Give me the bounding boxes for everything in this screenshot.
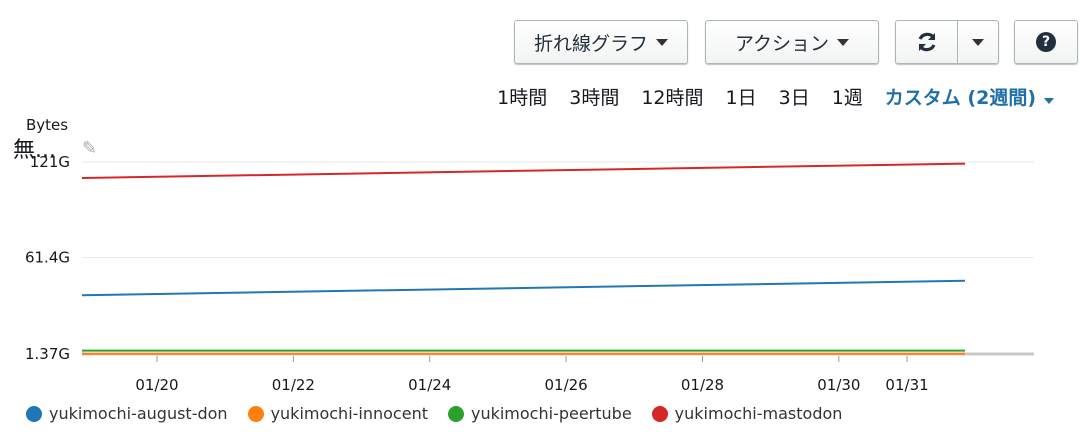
refresh-options-button[interactable] — [958, 21, 998, 63]
x-tick-label: 01/30 — [817, 376, 860, 394]
actions-label: アクション — [734, 32, 830, 55]
refresh-icon — [918, 32, 936, 52]
legend-label: yukimochi-august-don — [49, 404, 228, 423]
chevron-down-icon — [656, 38, 668, 46]
y-axis-ticks: 1.37G 61.4G 121G — [25, 153, 70, 363]
legend-label: yukimochi-peertube — [470, 404, 632, 423]
y-tick-label: 61.4G — [25, 249, 70, 267]
chevron-down-icon — [1044, 98, 1054, 104]
range-1h[interactable]: 1時間 — [497, 87, 548, 109]
range-12h[interactable]: 12時間 — [641, 87, 704, 109]
chevron-down-icon — [837, 38, 850, 46]
y-tick-label: 121G — [30, 153, 70, 171]
x-tick-label: 01/20 — [135, 376, 178, 394]
legend-swatch — [651, 405, 668, 422]
range-3h[interactable]: 3時間 — [569, 87, 620, 109]
legend-item-yukimochi-peertube[interactable]: yukimochi-peertube — [447, 404, 632, 423]
legend-label: yukimochi-innocent — [270, 404, 428, 423]
time-range-selector: 1時間 3時間 12時間 1日 3日 1週 カスタム (2週間) — [475, 83, 1054, 110]
x-tick-label: 01/22 — [272, 376, 315, 394]
graph-type-label: 折れ線グラフ — [533, 32, 648, 55]
y-axis-label: Bytes — [26, 116, 68, 134]
x-tick-label: 01/28 — [681, 376, 724, 394]
chart-series — [81, 162, 966, 355]
legend-swatch — [26, 405, 42, 422]
x-tick-label: 01/26 — [544, 376, 587, 394]
series-line-yukimochi-mastodon[interactable] — [81, 162, 966, 179]
chevron-down-icon — [972, 38, 985, 46]
range-custom-label: カスタム (2週間) — [884, 87, 1036, 109]
legend-item-yukimochi-innocent[interactable]: yukimochi-innocent — [247, 404, 428, 423]
refresh-button[interactable] — [896, 21, 959, 63]
help-button[interactable]: ? — [1014, 20, 1078, 64]
chart-legend: yukimochi-august-don yukimochi-innocent yu… — [26, 404, 862, 423]
chart-title: 無... — [13, 138, 56, 163]
chart-grid — [82, 161, 1034, 356]
pencil-icon[interactable]: ✎ — [82, 138, 98, 159]
x-axis-ticks: 01/20 01/22 01/24 01/26 01/28 01/30 01/31 — [135, 356, 929, 394]
x-tick-label: 01/31 — [885, 376, 928, 394]
legend-swatch — [447, 405, 464, 422]
series-line-yukimochi-august-don[interactable] — [81, 279, 966, 297]
question-icon: ? — [1036, 32, 1056, 52]
x-tick-label: 01/24 — [408, 376, 451, 394]
range-3d[interactable]: 3日 — [778, 87, 810, 109]
actions-dropdown[interactable]: アクション — [705, 20, 879, 64]
y-tick-label: 1.37G — [25, 345, 70, 363]
refresh-button-group — [895, 20, 999, 64]
legend-swatch — [247, 405, 264, 422]
legend-item-yukimochi-mastodon[interactable]: yukimochi-mastodon — [651, 404, 843, 423]
range-1w[interactable]: 1週 — [831, 87, 863, 109]
range-1d[interactable]: 1日 — [725, 87, 757, 109]
range-custom[interactable]: カスタム (2週間) — [885, 83, 1054, 110]
graph-type-dropdown[interactable]: 折れ線グラフ — [514, 20, 688, 64]
legend-item-yukimochi-august-don[interactable]: yukimochi-august-don — [26, 404, 228, 423]
legend-label: yukimochi-mastodon — [674, 404, 843, 423]
